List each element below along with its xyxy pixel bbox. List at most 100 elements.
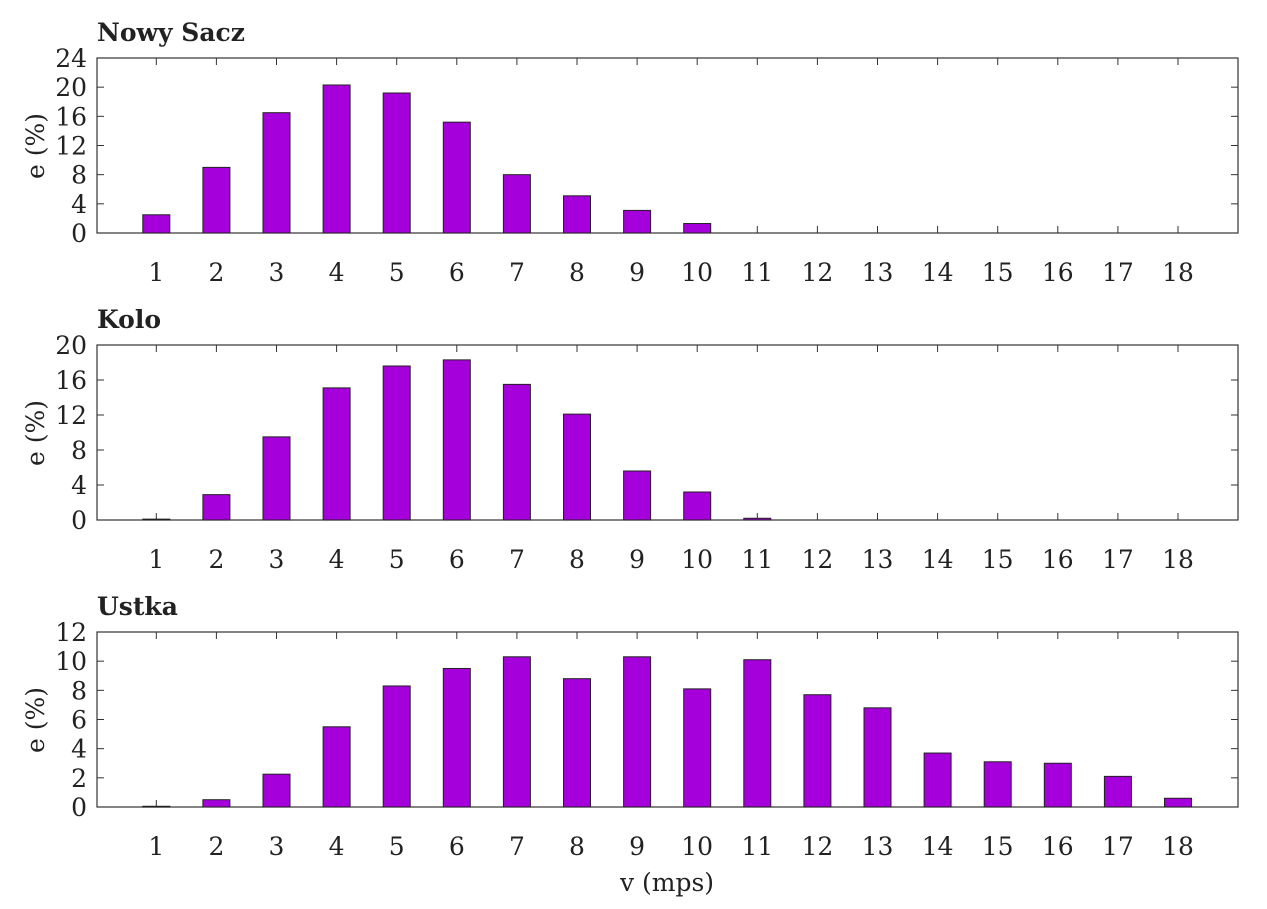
- x-tick-label: 18: [1162, 545, 1194, 574]
- bar-11: [743, 517, 772, 521]
- x-tick-label: 16: [1042, 258, 1074, 287]
- x-tick-label: 1: [148, 832, 164, 861]
- x-tick-label: 15: [982, 545, 1014, 574]
- x-tick-label: 6: [449, 258, 465, 287]
- x-tick-label: 8: [569, 545, 585, 574]
- y-tick-label: 16: [55, 366, 87, 395]
- x-tick-label: 11: [741, 545, 773, 574]
- x-tick-label: 14: [922, 545, 954, 574]
- x-tick-label: 4: [329, 832, 345, 861]
- y-axis-label: e (%): [21, 113, 50, 179]
- y-tick-label: 8: [71, 436, 87, 465]
- x-tick-label: 2: [208, 832, 224, 861]
- x-tick-label: 6: [449, 545, 465, 574]
- x-tick-label: 7: [509, 832, 525, 861]
- y-axis-label: e (%): [21, 400, 50, 466]
- x-tick-label: 17: [1102, 258, 1134, 287]
- y-tick-label: 20: [55, 73, 87, 102]
- bar-4: [322, 84, 351, 234]
- bar-11: [743, 659, 772, 808]
- y-tick-label: 0: [71, 219, 87, 248]
- bar-3: [262, 436, 291, 521]
- x-tick-label: 9: [629, 258, 645, 287]
- x-tick-label: 16: [1042, 545, 1074, 574]
- x-tick-label: 10: [681, 258, 713, 287]
- bar-7: [502, 656, 531, 808]
- bar-2: [202, 166, 231, 234]
- x-tick-label: 7: [509, 545, 525, 574]
- y-tick-label: 12: [55, 401, 87, 430]
- x-tick-label: 11: [741, 832, 773, 861]
- y-tick-label: 4: [71, 190, 87, 219]
- bar-2: [202, 494, 231, 521]
- x-tick-label: 9: [629, 832, 645, 861]
- x-tick-label: 5: [389, 832, 405, 861]
- bar-10: [683, 223, 712, 234]
- y-tick-label: 10: [55, 647, 87, 676]
- bar-7: [502, 383, 531, 521]
- x-tick-label: 11: [741, 258, 773, 287]
- bar-13: [863, 707, 892, 808]
- bar-9: [623, 470, 652, 521]
- y-tick-label: 24: [55, 44, 87, 73]
- y-tick-label: 6: [71, 706, 87, 735]
- y-tick-label: 16: [55, 102, 87, 131]
- y-tick-label: 20: [55, 331, 87, 360]
- x-tick-label: 15: [982, 832, 1014, 861]
- bar-10: [683, 688, 712, 808]
- bar-5: [382, 92, 411, 234]
- x-tick-label: 13: [862, 258, 894, 287]
- x-tick-label: 18: [1162, 258, 1194, 287]
- x-tick-label: 17: [1102, 832, 1134, 861]
- bar-5: [382, 365, 411, 521]
- x-axis-label: v (mps): [619, 868, 714, 897]
- x-tick-label: 5: [389, 545, 405, 574]
- bar-12: [803, 694, 832, 808]
- bar-8: [563, 678, 591, 808]
- bar-4: [322, 387, 351, 521]
- x-tick-label: 13: [862, 545, 894, 574]
- bar-8: [563, 413, 591, 521]
- x-tick-label: 2: [208, 545, 224, 574]
- x-tick-label: 10: [681, 545, 713, 574]
- x-tick-label: 1: [148, 545, 164, 574]
- x-tick-label: 14: [922, 832, 954, 861]
- y-tick-label: 4: [71, 471, 87, 500]
- y-axis-label: e (%): [21, 687, 50, 753]
- bar-7: [502, 174, 531, 234]
- x-tick-label: 12: [801, 545, 833, 574]
- bar-10: [683, 491, 712, 521]
- panel-title: Kolo: [97, 305, 161, 334]
- bar-3: [262, 773, 291, 808]
- x-tick-label: 3: [269, 545, 285, 574]
- x-tick-label: 4: [329, 258, 345, 287]
- bar-9: [623, 209, 652, 234]
- bar-18: [1164, 797, 1192, 808]
- x-tick-label: 8: [569, 258, 585, 287]
- x-tick-label: 6: [449, 832, 465, 861]
- x-tick-label: 7: [509, 258, 525, 287]
- x-tick-label: 9: [629, 545, 645, 574]
- x-tick-label: 15: [982, 258, 1014, 287]
- x-tick-label: 16: [1042, 832, 1074, 861]
- bar-3: [262, 112, 291, 234]
- y-tick-label: 2: [71, 764, 87, 793]
- y-tick-label: 8: [71, 161, 87, 190]
- panel-title: Nowy Sacz: [97, 18, 245, 47]
- x-tick-label: 3: [269, 832, 285, 861]
- bar-8: [563, 195, 591, 234]
- y-tick-label: 12: [55, 132, 87, 161]
- panel-title: Ustka: [97, 592, 178, 621]
- x-tick-label: 18: [1162, 832, 1194, 861]
- bar-16: [1043, 762, 1072, 808]
- x-tick-label: 12: [801, 258, 833, 287]
- x-tick-label: 14: [922, 258, 954, 287]
- bar-14: [923, 752, 952, 808]
- y-tick-label: 8: [71, 676, 87, 705]
- y-tick-label: 4: [71, 735, 87, 764]
- bar-5: [382, 685, 411, 808]
- y-tick-label: 12: [55, 618, 87, 647]
- y-tick-label: 0: [71, 793, 87, 822]
